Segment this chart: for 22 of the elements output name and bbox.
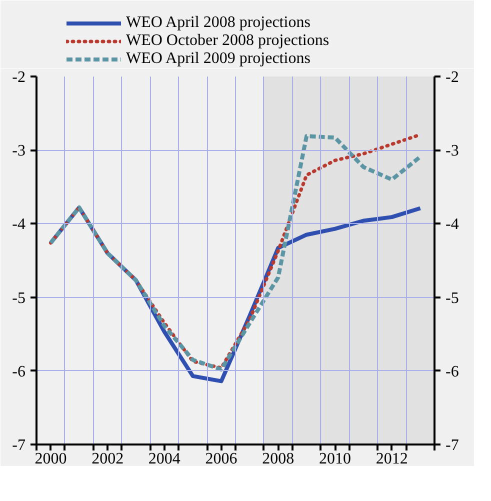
x-tick-label: 2006 <box>205 450 238 468</box>
x-tick-label: 2010 <box>319 450 351 468</box>
y-tick-label: -6 <box>12 363 26 380</box>
x-tick-label: 2008 <box>262 450 294 468</box>
legend-label: WEO October 2008 projections <box>126 32 330 50</box>
y2-tick-label: -7 <box>446 437 459 454</box>
legend-label: WEO April 2009 projections <box>126 50 310 68</box>
y-tick-label: -7 <box>12 437 26 454</box>
y-tick-label: -3 <box>12 142 26 160</box>
y-tick-label: -5 <box>12 290 26 307</box>
y-tick-label: -2 <box>12 69 26 86</box>
legend-label: WEO April 2008 projections <box>126 14 310 32</box>
y2-tick-label: -4 <box>446 216 459 234</box>
x-tick-label: 2004 <box>148 450 180 468</box>
y2-tick-label: -6 <box>446 363 459 380</box>
y2-tick-label: -5 <box>446 290 459 307</box>
y2-tick-label: -2 <box>446 69 459 86</box>
x-tick-label: 2002 <box>92 450 124 468</box>
y2-tick-label: -3 <box>446 142 459 160</box>
x-tick-label: 2000 <box>34 450 67 468</box>
x-tick-label: 2012 <box>376 450 408 468</box>
y-tick-label: -4 <box>12 216 26 234</box>
